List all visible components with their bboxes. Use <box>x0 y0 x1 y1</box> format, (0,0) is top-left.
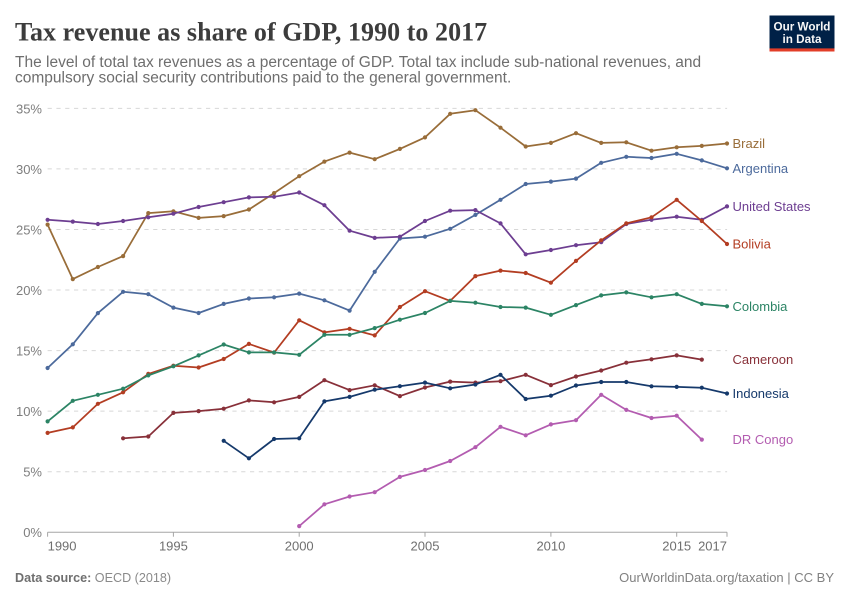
svg-text:Our World: Our World <box>774 20 831 33</box>
svg-text:United States: United States <box>733 199 812 214</box>
svg-text:The level of total tax revenue: The level of total tax revenues as a per… <box>15 54 701 71</box>
svg-text:2017: 2017 <box>698 539 727 554</box>
svg-text:2005: 2005 <box>411 539 440 554</box>
svg-text:Cameroon: Cameroon <box>733 352 794 367</box>
svg-text:1995: 1995 <box>159 539 188 554</box>
svg-text:OurWorldinData.org/taxation |: OurWorldinData.org/taxation | CC BY <box>619 570 834 585</box>
svg-text:Data source: OECD (2018): Data source: OECD (2018) <box>15 571 171 585</box>
svg-text:25%: 25% <box>16 223 42 238</box>
svg-text:DR Congo: DR Congo <box>733 432 794 447</box>
svg-text:15%: 15% <box>16 344 42 359</box>
svg-text:Tax revenue as share of GDP, 1: Tax revenue as share of GDP, 1990 to 201… <box>15 18 487 47</box>
svg-text:1990: 1990 <box>48 539 77 554</box>
svg-text:Colombia: Colombia <box>733 299 789 314</box>
svg-text:5%: 5% <box>23 465 42 480</box>
svg-text:compulsory social security con: compulsory social security contributions… <box>15 69 511 86</box>
svg-text:Brazil: Brazil <box>733 136 766 151</box>
svg-text:Indonesia: Indonesia <box>733 386 790 401</box>
svg-text:2015: 2015 <box>662 539 691 554</box>
svg-text:2010: 2010 <box>536 539 565 554</box>
svg-text:Argentina: Argentina <box>733 161 789 176</box>
svg-text:30%: 30% <box>16 162 42 177</box>
svg-text:35%: 35% <box>16 101 42 116</box>
svg-text:10%: 10% <box>16 404 42 419</box>
svg-text:20%: 20% <box>16 283 42 298</box>
svg-text:2000: 2000 <box>285 539 314 554</box>
svg-text:0%: 0% <box>23 525 42 540</box>
svg-text:Bolivia: Bolivia <box>733 237 772 252</box>
svg-text:in Data: in Data <box>783 33 822 46</box>
